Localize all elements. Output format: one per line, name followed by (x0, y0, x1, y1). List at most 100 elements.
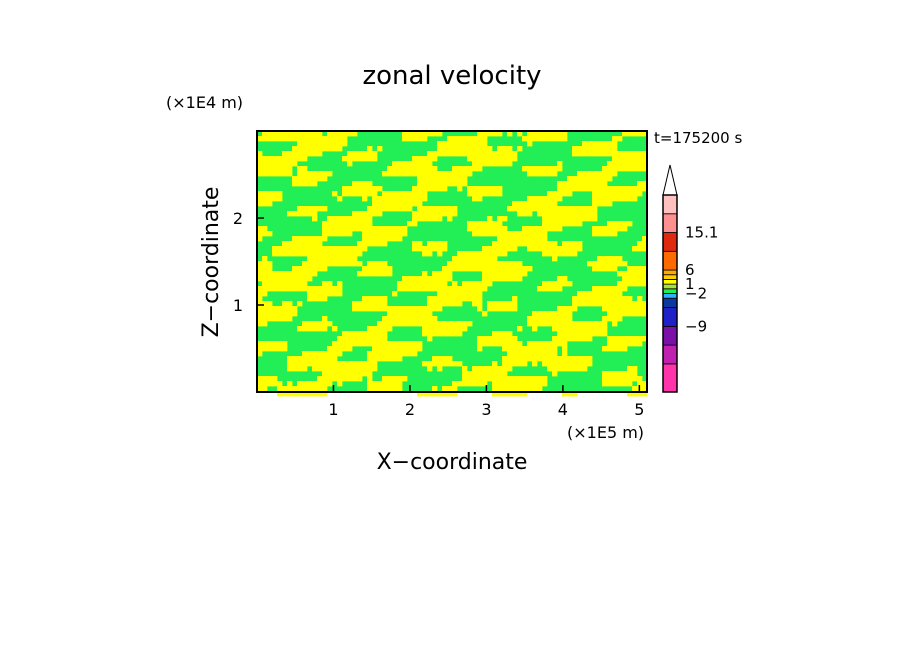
field-cell (347, 191, 353, 197)
field-cell (622, 286, 628, 292)
field-cell (417, 161, 423, 167)
field-cell (387, 196, 393, 202)
field-cell (312, 151, 318, 157)
field-cell (602, 376, 608, 382)
field-cell (447, 146, 453, 152)
field-cell (362, 296, 368, 302)
field-cell (412, 286, 418, 292)
field-cell (367, 341, 373, 347)
field-cell (427, 336, 433, 342)
field-cell (512, 346, 518, 352)
field-cell (342, 191, 348, 197)
field-cell (527, 136, 533, 142)
field-cell (507, 146, 513, 152)
field-cell (482, 221, 488, 227)
field-cell (637, 311, 643, 317)
field-cell (357, 151, 363, 157)
field-cell (617, 221, 623, 227)
field-cell (392, 206, 398, 212)
field-cell (287, 316, 293, 322)
field-cell (492, 221, 498, 227)
field-cell (387, 226, 393, 232)
field-cell (392, 236, 398, 242)
field-cell (602, 261, 608, 267)
field-cell (627, 341, 633, 347)
field-cell (642, 306, 648, 312)
field-cell (442, 296, 448, 302)
field-cell (422, 216, 428, 222)
field-cell (477, 191, 483, 197)
field-cell (587, 261, 593, 267)
field-cell (572, 336, 578, 342)
field-cell (617, 186, 623, 192)
field-cell (292, 146, 298, 152)
field-cell (302, 181, 308, 187)
field-cell (412, 351, 418, 357)
field-cell (577, 211, 583, 217)
field-cell (577, 336, 583, 342)
field-cell (297, 276, 303, 282)
field-cell (617, 286, 623, 292)
field-cell (262, 261, 268, 267)
field-cell (322, 141, 328, 147)
field-cell (377, 231, 383, 237)
field-cell (427, 251, 433, 257)
field-cell (342, 336, 348, 342)
field-cell (632, 311, 638, 317)
field-cell (622, 186, 628, 192)
field-cell (267, 136, 273, 142)
field-cell (347, 361, 353, 367)
field-cell (262, 281, 268, 287)
field-cell (292, 366, 298, 372)
field-cell (412, 156, 418, 162)
field-cell (547, 321, 553, 327)
field-cell (277, 196, 283, 202)
field-cell (512, 301, 518, 307)
field-cell (392, 291, 398, 297)
field-cell (447, 181, 453, 187)
field-cell (552, 221, 558, 227)
field-cell (602, 346, 608, 352)
field-cell (552, 321, 558, 327)
field-cell (512, 391, 518, 397)
field-cell (347, 161, 353, 167)
field-cell (257, 231, 263, 237)
field-cell (592, 291, 598, 297)
field-cell (432, 386, 438, 392)
field-cell (372, 206, 378, 212)
field-cell (302, 206, 308, 212)
field-cell (282, 241, 288, 247)
field-cell (487, 256, 493, 262)
field-cell (257, 236, 263, 242)
field-cell (257, 266, 263, 272)
field-cell (492, 386, 498, 392)
field-cell (422, 206, 428, 212)
field-cell (372, 191, 378, 197)
field-cell (512, 231, 518, 237)
field-cell (287, 366, 293, 372)
field-cell (532, 341, 538, 347)
field-cell (577, 246, 583, 252)
field-cell (447, 211, 453, 217)
field-cell (542, 236, 548, 242)
field-cell (272, 251, 278, 257)
field-cell (267, 306, 273, 312)
field-cell (422, 136, 428, 142)
field-cell (382, 326, 388, 332)
field-cell (492, 331, 498, 337)
field-cell (372, 226, 378, 232)
field-cell (402, 191, 408, 197)
field-cell (527, 201, 533, 207)
field-cell (482, 151, 488, 157)
field-cell (362, 156, 368, 162)
field-cell (357, 251, 363, 257)
field-cell (567, 246, 573, 252)
field-cell (352, 251, 358, 257)
field-cell (337, 291, 343, 297)
field-cell (462, 381, 468, 387)
field-cell (557, 161, 563, 167)
field-cell (387, 171, 393, 177)
field-cell (417, 216, 423, 222)
field-cell (352, 151, 358, 157)
field-cell (372, 196, 378, 202)
